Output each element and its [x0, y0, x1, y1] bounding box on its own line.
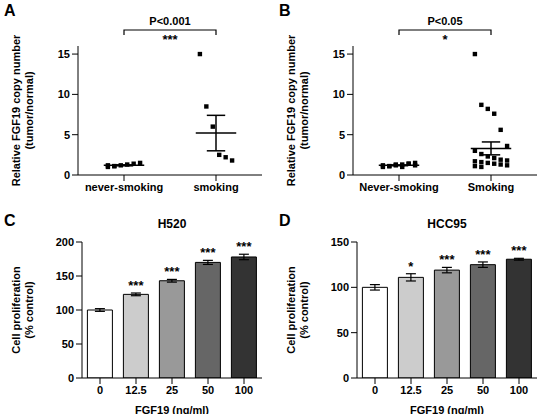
svg-text:12.5: 12.5	[400, 384, 421, 396]
svg-text:12.5: 12.5	[125, 384, 146, 396]
svg-text:0: 0	[339, 169, 345, 181]
svg-text:***: ***	[475, 247, 491, 262]
svg-text:Never-smoking: Never-smoking	[359, 181, 438, 193]
svg-text:Smoking: Smoking	[468, 181, 514, 193]
svg-text:100: 100	[56, 304, 74, 316]
svg-text:0: 0	[97, 384, 103, 396]
svg-text:***: ***	[200, 245, 216, 260]
svg-text:200: 200	[56, 236, 74, 248]
svg-text:50: 50	[202, 384, 214, 396]
svg-text:Cell proliferation(% control): Cell proliferation(% control)	[285, 266, 310, 354]
svg-text:0: 0	[64, 169, 70, 181]
svg-text:5: 5	[339, 129, 345, 141]
svg-text:FGF19 (ng/ml): FGF19 (ng/ml)	[135, 404, 209, 414]
svg-text:***: ***	[439, 252, 455, 267]
svg-text:HCC95: HCC95	[427, 217, 467, 231]
svg-text:smoking: smoking	[193, 181, 238, 193]
svg-text:150: 150	[331, 236, 349, 248]
svg-text:*: *	[408, 259, 414, 274]
svg-text:0: 0	[372, 384, 378, 396]
svg-text:100: 100	[510, 384, 528, 396]
svg-text:***: ***	[511, 243, 527, 258]
svg-text:25: 25	[441, 384, 453, 396]
svg-text:50: 50	[337, 327, 349, 339]
svg-text:100: 100	[331, 281, 349, 293]
svg-text:H520: H520	[158, 217, 187, 231]
svg-text:5: 5	[64, 129, 70, 141]
svg-text:150: 150	[56, 270, 74, 282]
svg-text:50: 50	[62, 338, 74, 350]
svg-text:Cell proliferation(% control): Cell proliferation(% control)	[10, 266, 35, 354]
svg-text:Relative FGF19 copy number(tum: Relative FGF19 copy number(tumor/normal)	[10, 34, 35, 186]
svg-text:P<0.001: P<0.001	[149, 15, 190, 27]
svg-text:50: 50	[477, 384, 489, 396]
svg-text:25: 25	[166, 384, 178, 396]
svg-text:10: 10	[58, 88, 70, 100]
svg-text:10: 10	[333, 88, 345, 100]
svg-text:P<0.05: P<0.05	[427, 15, 462, 27]
svg-text:***: ***	[128, 278, 144, 293]
svg-text:15: 15	[333, 48, 345, 60]
svg-text:D: D	[279, 212, 291, 229]
svg-text:*: *	[442, 32, 448, 47]
svg-text:A: A	[8, 2, 16, 19]
svg-text:FGF19 (ng/ml): FGF19 (ng/ml)	[410, 404, 484, 414]
svg-text:never-smoking: never-smoking	[85, 181, 163, 193]
svg-text:0: 0	[343, 372, 349, 384]
svg-text:***: ***	[236, 239, 252, 254]
svg-text:***: ***	[164, 264, 180, 279]
svg-text:Relative FGF19 copy number(tum: Relative FGF19 copy number(tumor/normal)	[285, 34, 310, 186]
svg-text:100: 100	[235, 384, 253, 396]
svg-text:B: B	[279, 2, 291, 19]
svg-text:C: C	[8, 212, 16, 229]
svg-text:15: 15	[58, 48, 70, 60]
svg-text:0: 0	[68, 372, 74, 384]
svg-text:***: ***	[162, 32, 178, 47]
